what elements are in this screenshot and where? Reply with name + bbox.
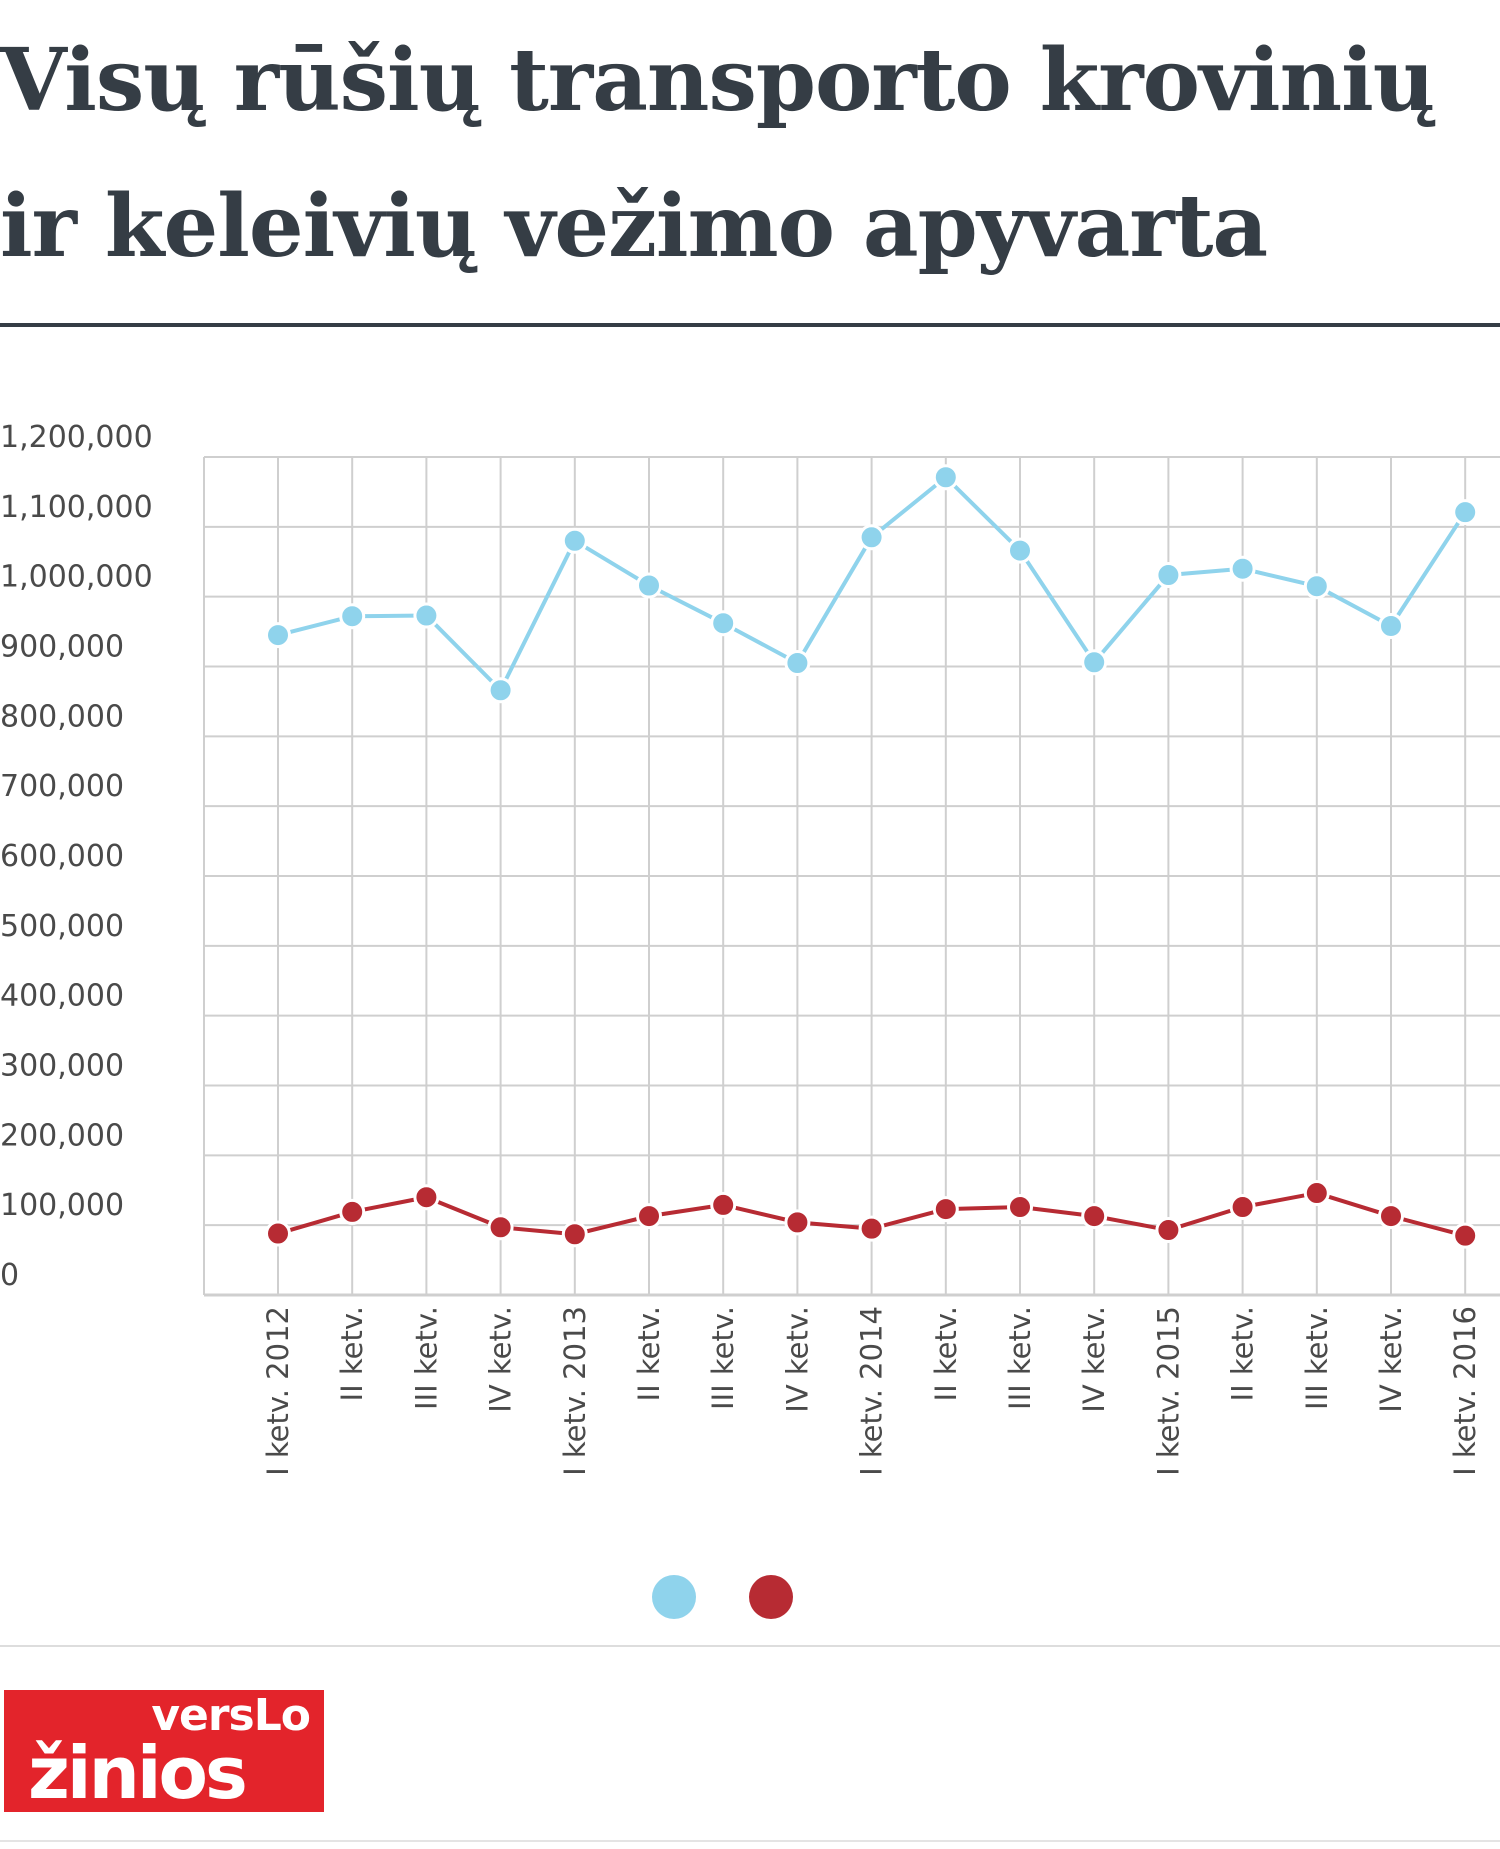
data-point[interactable] [1303,573,1330,600]
y-tick-label: 400,000 [0,979,124,1014]
data-point[interactable] [932,1196,959,1223]
data-point[interactable] [487,1214,514,1241]
data-point[interactable] [1378,612,1404,639]
x-tick-label: II ketv. [335,1306,369,1401]
footer-divider [0,1645,1500,1647]
y-tick-label: 0 [0,1258,19,1293]
x-tick-label: I ketv. 2012 [261,1306,295,1476]
x-tick-label: IV ketv. [1077,1306,1111,1413]
data-point[interactable] [636,572,662,599]
x-tick-label: I ketv. 2015 [1151,1306,1185,1476]
x-tick-label: II ketv. [929,1306,963,1401]
data-point[interactable] [1229,1194,1256,1221]
data-point[interactable] [561,527,588,554]
legend-dot[interactable] [749,1575,793,1619]
data-point[interactable] [1452,499,1479,526]
line-chart: 0 100,000 200,000 300,000 400,000 500,000 600,… [0,420,1500,1619]
data-point[interactable] [1081,1203,1108,1230]
series-lines [265,464,1479,1249]
y-tick-label: 800,000 [0,699,124,734]
data-point[interactable] [265,1220,291,1247]
data-point[interactable] [265,622,291,649]
data-point[interactable] [1378,1203,1404,1230]
legend-dot[interactable] [652,1575,696,1619]
data-point[interactable] [413,1184,440,1211]
x-tick-label: IV ketv. [484,1306,518,1413]
data-point[interactable] [1155,562,1182,589]
versloz-zinios-logo: versLo žinios [4,1690,324,1812]
data-point[interactable] [784,650,811,677]
data-point[interactable] [932,464,959,491]
logo-text-top: versLo [151,1690,311,1741]
data-point[interactable] [339,1198,366,1225]
data-point[interactable] [1303,1180,1330,1207]
x-tick-label: II ketv. [632,1306,666,1401]
y-tick-label: 1,200,000 [0,420,153,455]
y-tick-label: 1,100,000 [0,490,153,525]
data-point[interactable] [487,677,514,704]
y-tick-label: 100,000 [0,1188,124,1223]
legend [652,1575,793,1619]
x-tick-label: III ketv. [1300,1306,1334,1410]
data-point[interactable] [858,524,885,551]
y-tick-label: 500,000 [0,909,124,944]
data-point[interactable] [561,1221,588,1248]
data-point[interactable] [1081,649,1108,676]
data-point[interactable] [1007,537,1033,564]
logo-text-bottom: žinios [28,1731,248,1812]
x-tick-label: I ketv. 2014 [855,1306,889,1476]
chart-grid [203,456,1500,1297]
data-point[interactable] [413,602,440,629]
y-tick-label: 700,000 [0,769,124,804]
chart-title: Visų rūšių transporto krovinių ir keleiv… [0,30,1435,277]
x-tick-label: IV ketv. [780,1306,814,1413]
data-point[interactable] [710,610,737,637]
data-point[interactable] [1452,1222,1479,1249]
x-tick-label: III ketv. [1003,1306,1037,1410]
y-tick-label: 300,000 [0,1049,124,1084]
x-tick-label: III ketv. [409,1306,443,1410]
data-point[interactable] [339,603,366,630]
y-tick-label: 600,000 [0,839,124,874]
y-tick-label: 900,000 [0,630,124,665]
y-tick-label: 200,000 [0,1118,124,1153]
y-tick-label: 1,000,000 [0,560,153,595]
x-axis-labels: I ketv. 2012 II ketv. III ketv. IV ketv. I k… [261,1306,1482,1476]
y-axis-labels: 0 100,000 200,000 300,000 400,000 500,000 600,… [0,420,153,1293]
x-tick-label: I ketv. 2016 [1448,1306,1482,1476]
footer-bottom-divider [0,1840,1500,1842]
x-tick-label: III ketv. [706,1306,740,1410]
data-point[interactable] [1229,555,1256,582]
x-tick-label: I ketv. 2013 [558,1306,592,1476]
data-point[interactable] [636,1203,662,1230]
data-point[interactable] [1155,1217,1182,1244]
data-point[interactable] [710,1191,737,1218]
x-tick-label: IV ketv. [1374,1306,1408,1413]
data-point[interactable] [858,1215,885,1242]
x-tick-label: II ketv. [1226,1306,1260,1401]
data-point[interactable] [1007,1194,1033,1221]
title-divider [0,323,1500,327]
data-point[interactable] [784,1209,811,1236]
